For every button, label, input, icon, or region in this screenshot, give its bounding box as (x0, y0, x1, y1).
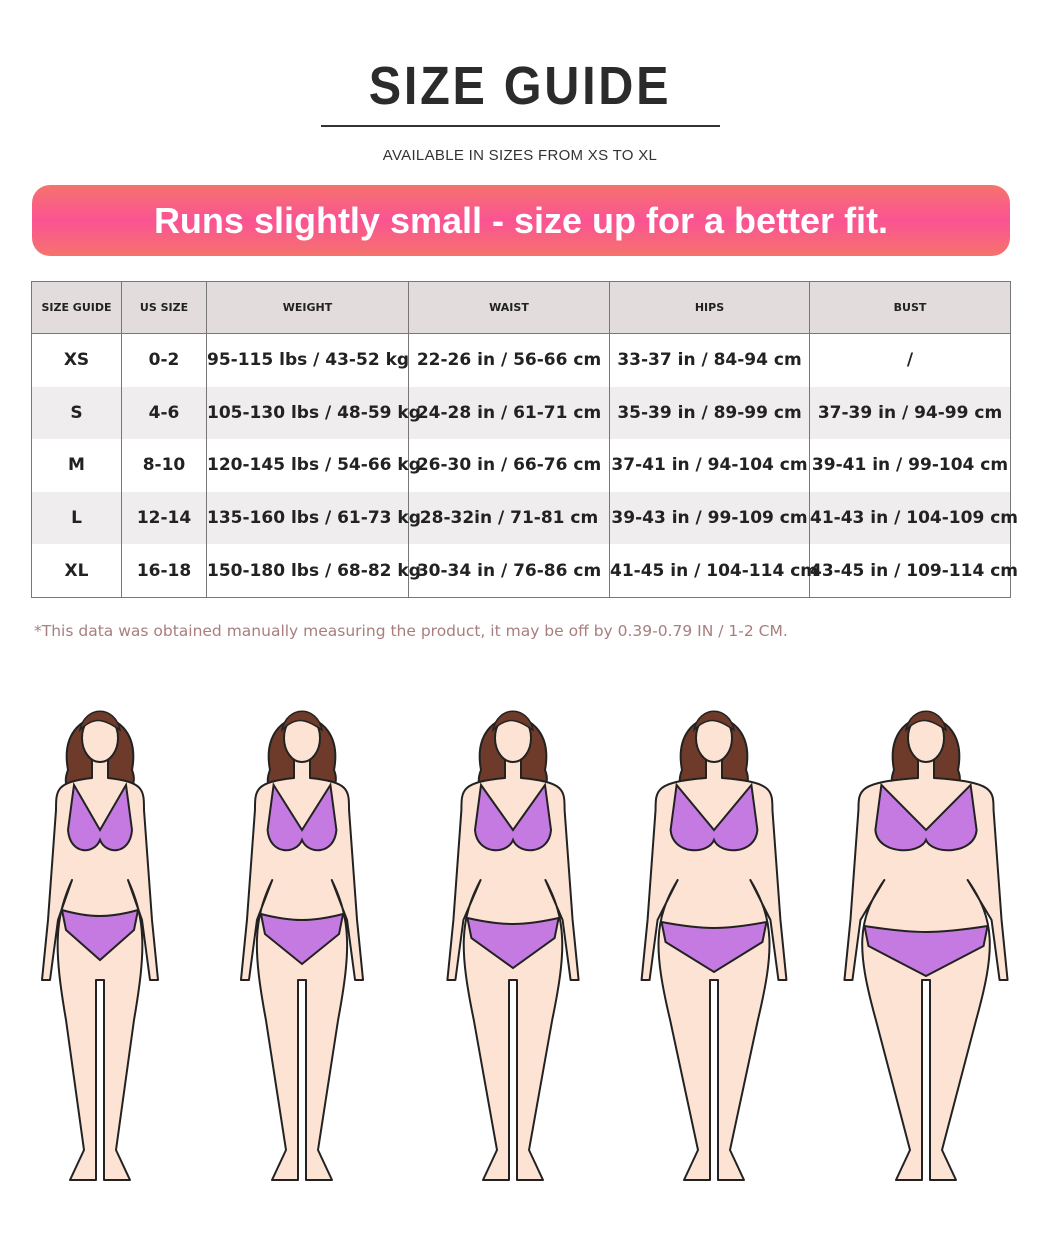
subtitle: AVAILABLE IN SIZES FROM XS TO XL (382, 147, 658, 164)
table-cell: 37-39 in / 94-99 cm (809, 386, 1011, 440)
column-header: WAIST (408, 281, 610, 334)
table-row: L 12-14 135-160 lbs / 61-73 kg 28-32in / 71… (31, 491, 1018, 545)
table-row: XS 0-2 95-115 lbs / 43-52 kg 22-26 in / 56-… (31, 333, 1011, 387)
hair-fringe (904, 710, 948, 733)
table-row: M 8-10 120-145 lbs / 54-66 kg 26-30 in / 66… (31, 439, 1011, 492)
size-table: SIZE GUIDE US SIZE WEIGHT WAIST HIPS BUST XS 0… (31, 281, 1018, 598)
title-divider (321, 125, 720, 127)
table-cell: 41-43 in / 104-109 cm (809, 491, 1018, 545)
table-cell: 22-26 in / 56-66 cm (408, 333, 610, 387)
table-cell: / (809, 333, 1011, 387)
body-figure-xs (41, 710, 159, 1181)
body-figure-m (446, 710, 580, 1181)
table-cell: 26-30 in / 66-76 cm (408, 439, 610, 492)
table-cell: 33-37 in / 84-94 cm (609, 333, 810, 387)
table-cell: L (31, 491, 122, 545)
bra (266, 782, 338, 852)
table-cell: 135-160 lbs / 61-73 kg (206, 491, 421, 545)
bra (473, 782, 553, 852)
table-cell: 150-180 lbs / 68-82 kg (206, 544, 421, 598)
table-row: XL 16-18 150-180 lbs / 68-82 kg 30-34 in / … (31, 544, 1018, 598)
bottoms (60, 908, 140, 962)
table-header-row: SIZE GUIDE US SIZE WEIGHT WAIST HIPS BUST (31, 281, 1011, 334)
column-header: BUST (809, 281, 1011, 334)
table-cell: 12-14 (121, 491, 207, 545)
body (41, 759, 159, 1181)
table-cell: 4-6 (121, 386, 207, 440)
bra (66, 781, 134, 852)
table-cell: 95-115 lbs / 43-52 kg (206, 333, 409, 387)
table-cell: S (31, 386, 122, 440)
body (446, 759, 580, 1181)
column-header: WEIGHT (206, 281, 409, 334)
table-cell: 28-32in / 71-81 cm (408, 491, 610, 545)
table-cell: 16-18 (121, 544, 207, 598)
bottoms (466, 916, 560, 970)
table-cell: 24-28 in / 61-71 cm (408, 386, 610, 440)
table-row: S 4-6 105-130 lbs / 48-59 kg 24-28 in / 61-… (31, 386, 1011, 440)
column-header: HIPS (609, 281, 810, 334)
table-cell: 39-43 in / 99-109 cm (609, 491, 810, 545)
body-figures (41, 710, 1009, 1181)
table-cell: M (31, 439, 122, 492)
table-cell: XS (31, 333, 122, 387)
fit-banner: Runs slightly small - size up for a bett… (32, 185, 1010, 256)
table-cell: 120-145 lbs / 54-66 kg (206, 439, 421, 492)
hair-fringe (491, 710, 535, 733)
bottoms (863, 924, 989, 978)
table-cell: 39-41 in / 99-104 cm (809, 439, 1011, 492)
body-figure-xl (843, 710, 1009, 1181)
table-cell: 105-130 lbs / 48-59 kg (206, 386, 421, 440)
table-cell: 8-10 (121, 439, 207, 492)
hair-fringe (78, 710, 122, 733)
table-cell: 37-41 in / 94-104 cm (609, 439, 810, 492)
table-cell: XL (31, 544, 122, 598)
body (239, 759, 365, 1181)
table-cell: 0-2 (121, 333, 207, 387)
bottoms (259, 912, 345, 966)
hair-fringe (280, 710, 324, 733)
column-header: SIZE GUIDE (31, 281, 122, 334)
table-cell: 30-34 in / 76-86 cm (408, 544, 610, 598)
bottoms (660, 920, 768, 974)
table-cell: 41-45 in / 104-114 cm (609, 544, 818, 598)
column-header: US SIZE (121, 281, 207, 334)
bra (669, 782, 759, 852)
measurement-note: *This data was obtained manually measuri… (34, 622, 788, 640)
hair-fringe (692, 710, 736, 733)
body-figure-s (239, 710, 365, 1181)
table-cell: 43-45 in / 109-114 cm (809, 544, 1018, 598)
fit-banner-text: Runs slightly small - size up for a bett… (153, 199, 889, 241)
page-title: SIZE GUIDE (368, 56, 672, 116)
table-cell: 35-39 in / 89-99 cm (609, 386, 810, 440)
bra (874, 782, 978, 852)
body-figure-l (640, 710, 788, 1181)
